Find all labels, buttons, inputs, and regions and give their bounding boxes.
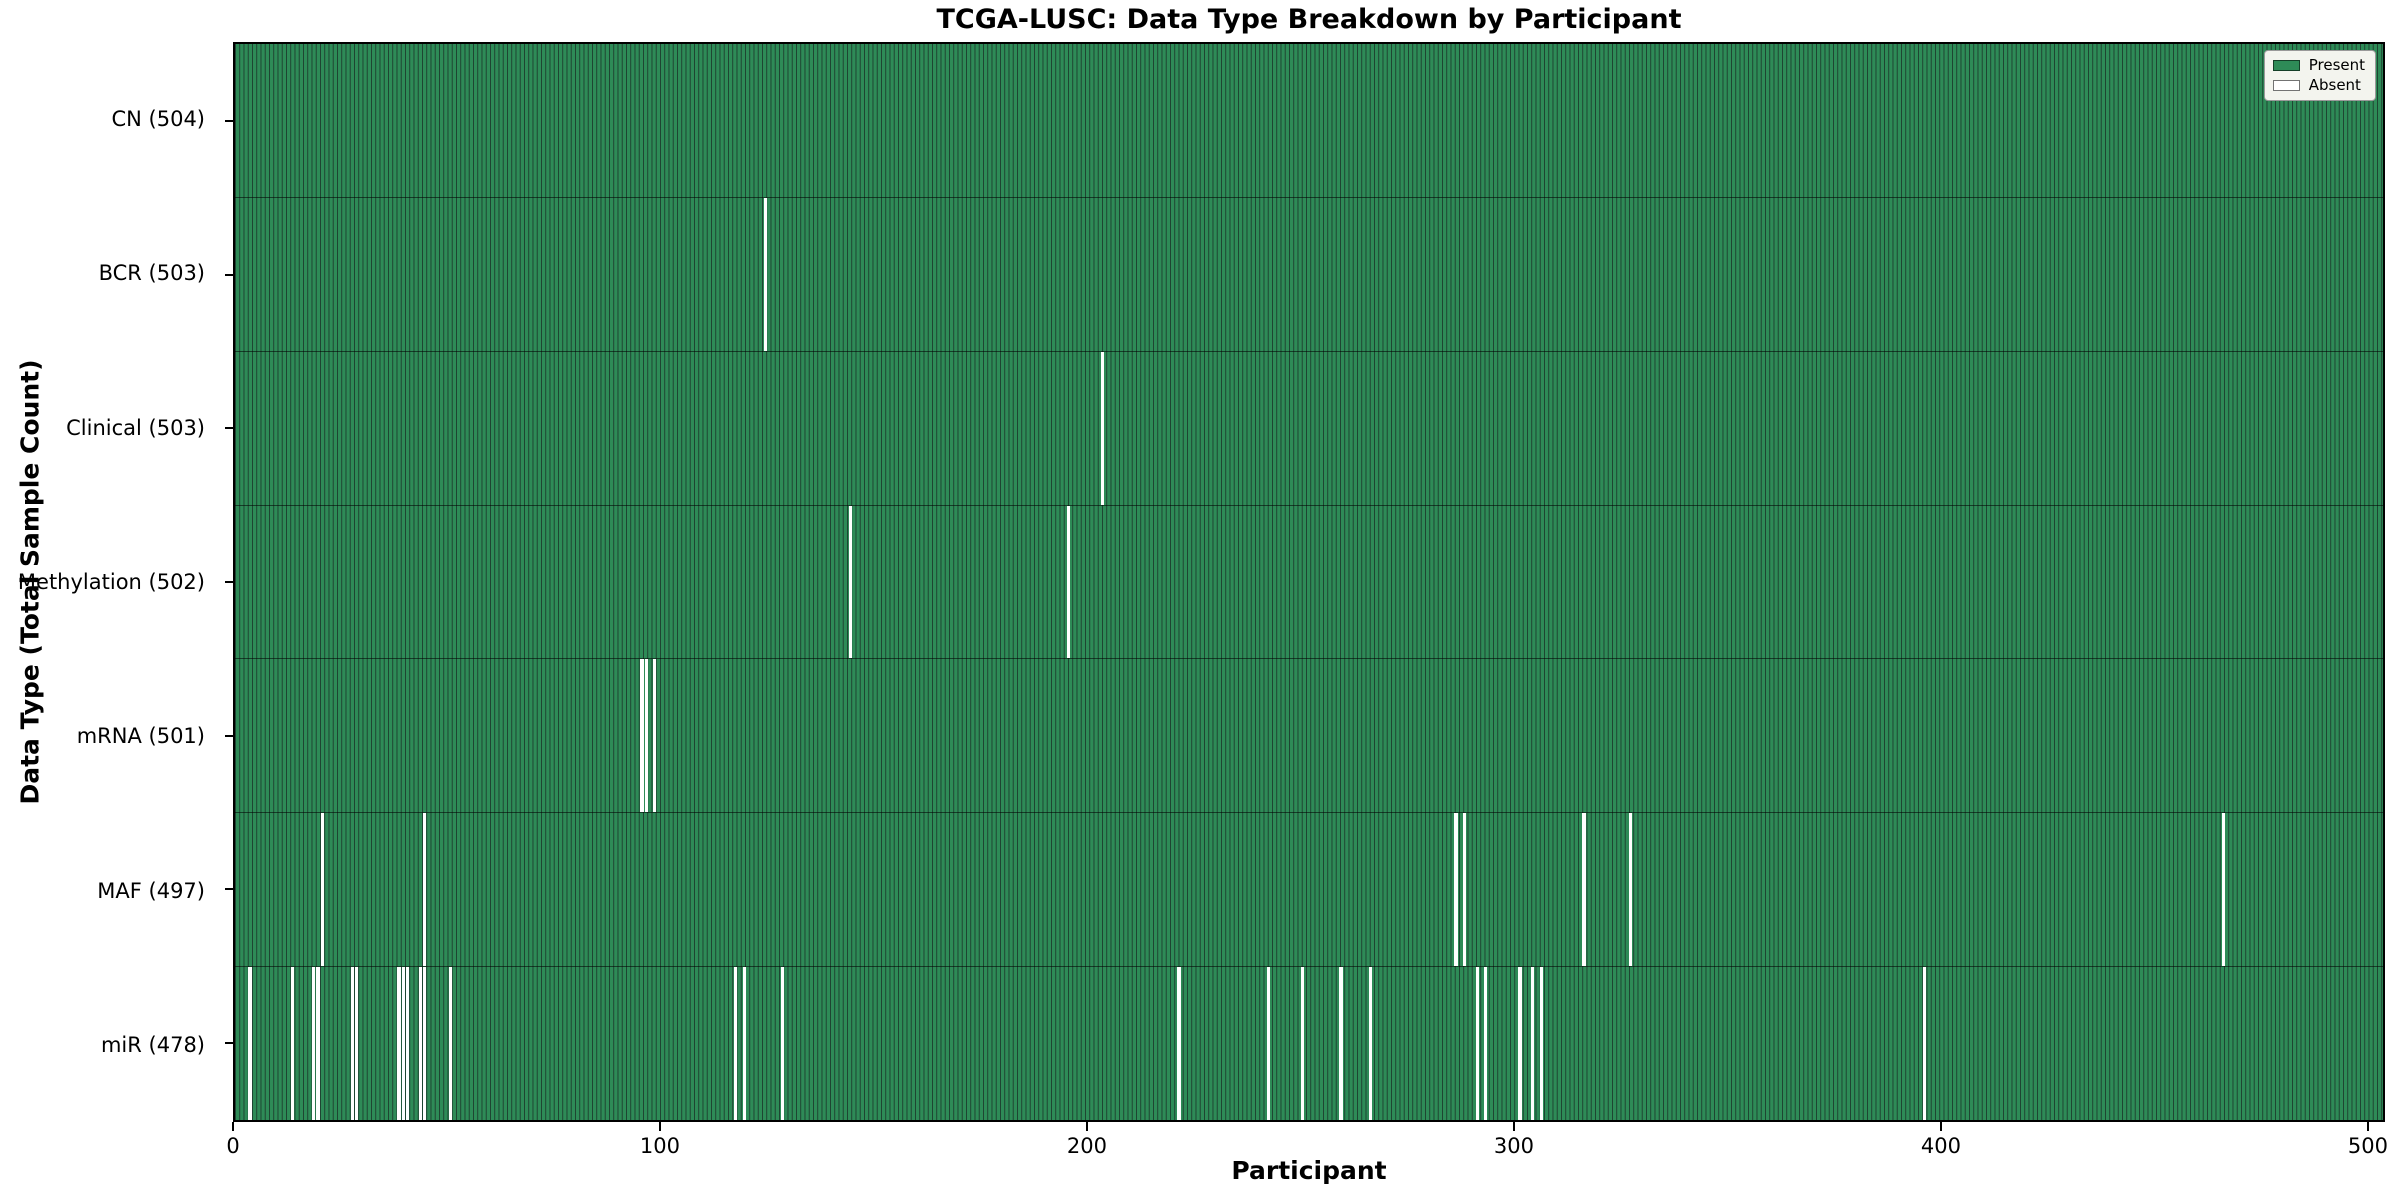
absent-stripe <box>1531 967 1535 1121</box>
x-tick <box>2366 1122 2369 1131</box>
absent-stripe <box>1300 967 1305 1121</box>
y-tick <box>225 119 235 122</box>
heatmap-row-BCR <box>235 196 2383 351</box>
absent-stripe <box>1582 813 1586 967</box>
absent-stripe <box>401 967 405 1121</box>
absent-stripe <box>354 967 359 1121</box>
row-label-Methylation: Methylation (502) <box>17 569 205 594</box>
absent-stripe <box>1066 505 1070 659</box>
absent-stripe <box>640 659 644 813</box>
absent-stripe <box>1629 813 1633 967</box>
x-tick-label: 500 <box>2347 1134 2388 1158</box>
absent-stripe <box>448 967 452 1121</box>
x-tick <box>232 1122 234 1131</box>
x-tick <box>1939 1122 1942 1131</box>
x-tick <box>1512 1122 1515 1131</box>
y-tick <box>225 734 235 737</box>
x-axis-label: Participant <box>1231 1156 1387 1185</box>
absent-stripe <box>734 967 738 1121</box>
absent-stripe <box>312 967 316 1121</box>
absent-stripe <box>1923 967 1927 1121</box>
legend-item-absent: Absent <box>2272 76 2365 94</box>
row-label-CN: CN (504) <box>111 107 205 132</box>
legend-swatch-present <box>2272 60 2300 71</box>
absent-stripe <box>644 659 648 813</box>
legend: Present Absent <box>2263 50 2376 101</box>
x-axis: 0 100 200 300 400 500 <box>226 1122 2388 1162</box>
y-tick <box>225 427 235 430</box>
absent-stripe <box>1369 967 1373 1121</box>
absent-stripe <box>1266 967 1271 1121</box>
absent-stripe <box>320 813 324 967</box>
row-label-miR: miR (478) <box>100 1032 205 1057</box>
absent-stripe <box>1518 967 1522 1121</box>
legend-label-absent: Absent <box>2308 76 2361 94</box>
plot-area: Present Absent <box>225 42 2385 1122</box>
absent-stripe <box>1339 967 1343 1121</box>
legend-label-present: Present <box>2308 56 2365 74</box>
y-tick <box>225 888 235 891</box>
absent-stripe <box>1177 967 1181 1121</box>
legend-swatch-absent <box>2272 80 2300 91</box>
y-tick <box>225 581 235 583</box>
x-tick-label: 200 <box>1066 1134 1107 1158</box>
absent-stripe <box>1475 967 1479 1121</box>
x-tick <box>658 1122 661 1131</box>
heatmap-rows <box>235 44 2383 1121</box>
absent-stripe <box>653 659 657 813</box>
row-labels: CN (504) BCR (503) Clinical (503) Methylati… <box>0 42 221 1122</box>
absent-stripe <box>418 967 422 1121</box>
heatmap-row-miR <box>235 966 2383 1121</box>
absent-stripe <box>742 967 746 1121</box>
absent-stripe <box>290 967 295 1121</box>
chart-title: TCGA-LUSC: Data Type Breakdown by Partic… <box>936 4 1682 35</box>
absent-stripe <box>1100 351 1104 505</box>
absent-stripe <box>1454 813 1458 967</box>
absent-stripe <box>781 967 785 1121</box>
row-label-MAF: MAF (497) <box>97 878 205 903</box>
absent-stripe <box>397 967 401 1121</box>
heatmap-row-mRNA <box>235 658 2383 813</box>
absent-stripe <box>1462 813 1467 967</box>
heatmap-row-MAF <box>235 812 2383 967</box>
x-tick-label: 400 <box>1920 1134 1961 1158</box>
y-tick <box>225 1042 235 1045</box>
y-tick <box>225 273 235 276</box>
absent-stripe <box>849 505 853 659</box>
x-tick-label: 300 <box>1493 1134 1534 1158</box>
absent-stripe <box>1539 967 1543 1121</box>
absent-stripe <box>316 967 320 1121</box>
absent-stripe <box>763 197 768 351</box>
absent-stripe <box>350 967 354 1121</box>
x-tick-label: 0 <box>226 1134 240 1158</box>
x-tick-label: 100 <box>639 1134 681 1158</box>
heatmap-row-Methylation <box>235 504 2383 659</box>
absent-stripe <box>1484 967 1488 1121</box>
x-tick <box>1085 1122 1088 1131</box>
row-label-BCR: BCR (503) <box>98 261 205 286</box>
row-label-Clinical: Clinical (503) <box>66 415 205 440</box>
absent-stripe <box>423 813 427 967</box>
row-label-mRNA: mRNA (501) <box>76 724 205 749</box>
heatmap-row-Clinical <box>235 350 2383 505</box>
absent-stripe <box>2221 813 2225 967</box>
legend-item-present: Present <box>2272 56 2365 74</box>
absent-stripe <box>248 967 252 1121</box>
absent-stripe <box>405 967 410 1121</box>
heatmap-row-CN <box>235 44 2383 197</box>
absent-stripe <box>423 967 427 1121</box>
